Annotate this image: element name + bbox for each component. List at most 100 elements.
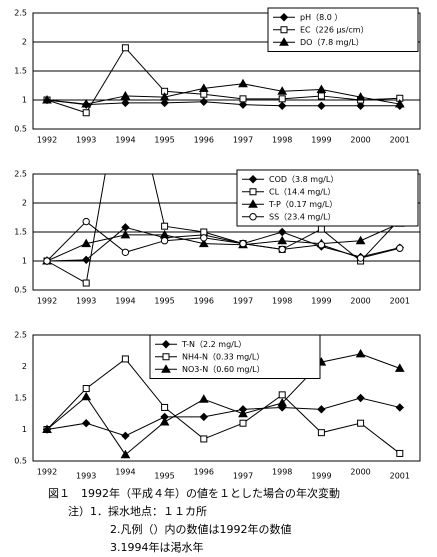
- legend-marker: [249, 213, 257, 221]
- point: [161, 403, 169, 411]
- x-tick-label: 1997: [233, 297, 253, 306]
- point: [122, 55, 128, 61]
- point: [199, 97, 209, 106]
- legend-marker: [161, 364, 171, 373]
- y-tick-label: 2.5: [14, 9, 27, 18]
- point: [121, 44, 129, 52]
- point: [277, 86, 288, 95]
- point: [317, 92, 325, 100]
- x-tick-label: 1998: [272, 297, 292, 306]
- point: [121, 355, 129, 363]
- x-tick-label: 1996: [194, 136, 214, 145]
- series-group: [42, 44, 405, 117]
- line: [46, 46, 400, 114]
- point: [396, 244, 404, 252]
- legend-label: DO（7.8 mg/L）: [300, 38, 364, 47]
- point: [81, 238, 92, 248]
- legend-label: CL（14.4 mg/L）: [269, 187, 335, 196]
- point: [317, 241, 326, 249]
- series-group: [42, 348, 405, 459]
- y-tick-label: 1: [22, 425, 27, 434]
- point: [239, 95, 247, 103]
- point: [81, 391, 92, 401]
- point: [82, 217, 90, 226]
- x-tick-label: 1998: [272, 136, 292, 145]
- point: [159, 416, 170, 426]
- line: [46, 83, 400, 105]
- legend-label: T-P（0.17 mg/L）: [268, 200, 337, 209]
- legend-label: T-N（2.2 mg/L）: [181, 340, 246, 349]
- point: [121, 98, 130, 108]
- point: [356, 101, 365, 111]
- x-tick-label: 1993: [76, 297, 96, 306]
- point: [121, 431, 130, 441]
- legend-marker: [280, 26, 288, 34]
- y-tick-label: 1.5: [14, 394, 27, 403]
- x-tick-label: 2000: [350, 468, 370, 477]
- point: [82, 385, 90, 393]
- y-tick-label: 1.5: [14, 67, 27, 76]
- x-tick-label: 1994: [115, 297, 135, 306]
- point: [278, 95, 286, 103]
- line: [46, 397, 400, 437]
- point: [355, 235, 366, 245]
- legend-marker: [279, 37, 289, 46]
- y-tick-label: 2.5: [14, 331, 27, 340]
- point: [82, 279, 90, 287]
- x-tick-label: 1997: [233, 136, 253, 145]
- caption-note: 3.1994年は渇水年: [110, 540, 204, 554]
- y-tick-label: 1: [22, 96, 27, 105]
- legend-marker: [279, 13, 289, 22]
- point: [198, 83, 209, 92]
- x-tick-label: 1999: [311, 136, 331, 145]
- point: [121, 248, 130, 257]
- point: [42, 94, 52, 104]
- point: [238, 78, 248, 88]
- caption-note: 注）1．採水地点：１１カ所: [68, 504, 207, 518]
- point: [81, 418, 91, 428]
- caption-title: 図１ 1992年（平成４年）の値を１とした場合の年次変動: [48, 486, 340, 500]
- y-tick-label: 0.5: [14, 125, 27, 134]
- legend-marker: [249, 188, 257, 196]
- point: [394, 363, 405, 372]
- y-tick-label: 2: [22, 199, 27, 208]
- point: [317, 101, 326, 111]
- x-tick-label: 1994: [115, 468, 135, 477]
- point: [317, 405, 326, 414]
- point: [239, 419, 247, 427]
- point: [316, 84, 327, 94]
- point: [277, 235, 288, 245]
- point: [199, 412, 209, 422]
- point: [160, 237, 169, 245]
- x-tick-label: 1994: [115, 136, 135, 145]
- legend-marker: [162, 353, 170, 361]
- point: [356, 254, 365, 262]
- x-tick-label: 1995: [154, 472, 174, 481]
- point: [355, 92, 366, 101]
- x-tick-label: 1996: [194, 297, 214, 306]
- legend-label: NO3-N（0.60 mg/L）: [182, 365, 265, 374]
- point: [277, 101, 287, 111]
- line: [46, 220, 400, 262]
- legend-marker: [248, 199, 258, 208]
- line: [46, 222, 401, 262]
- point: [277, 227, 287, 237]
- point: [42, 424, 52, 433]
- line: [46, 358, 401, 454]
- point: [356, 393, 365, 403]
- point: [198, 238, 209, 248]
- x-tick-label: 1999: [311, 472, 331, 481]
- legend-marker: [248, 175, 258, 184]
- x-tick-label: 2000: [350, 136, 370, 145]
- x-tick-label: 1995: [154, 136, 174, 145]
- point: [238, 100, 248, 109]
- point: [159, 92, 170, 101]
- point: [396, 449, 404, 457]
- point: [317, 429, 325, 437]
- series-group: [42, 55, 405, 287]
- legend-label: SS（23.4 mg/L）: [269, 212, 336, 221]
- legend-label: COD（3.8 mg/L）: [269, 175, 338, 184]
- x-tick-label: 1992: [37, 468, 57, 477]
- legend-label: pH（8.0 ）: [300, 13, 342, 22]
- point: [277, 398, 288, 407]
